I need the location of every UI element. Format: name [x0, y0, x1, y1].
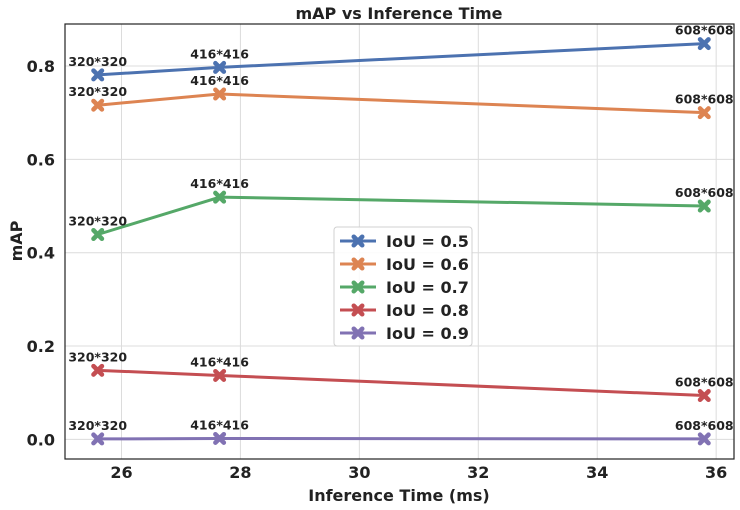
data-point — [697, 199, 711, 213]
data-point — [697, 432, 711, 446]
y-tick-label: 0.2 — [27, 337, 55, 356]
legend-marker — [351, 234, 365, 248]
data-point — [697, 389, 711, 403]
series-line — [97, 368, 705, 398]
point-label: 608*608 — [675, 92, 734, 107]
point-label: 416*416 — [190, 417, 249, 432]
data-point — [91, 363, 105, 377]
point-label: 608*608 — [675, 375, 734, 390]
legend-marker — [351, 303, 365, 317]
data-point — [91, 98, 105, 112]
point-label: 320*320 — [68, 84, 127, 99]
y-axis-label: mAP — [7, 220, 26, 261]
legend-marker — [351, 257, 365, 271]
legend-label: IoU = 0.5 — [386, 232, 469, 251]
point-labels: 320*320 416*416 608*608 320*320 416*416 608*6… — [68, 23, 733, 433]
point-label: 320*320 — [68, 349, 127, 364]
x-tick-label: 30 — [348, 463, 370, 482]
data-point — [91, 432, 105, 446]
legend-marker — [351, 280, 365, 294]
data-point — [91, 227, 105, 241]
x-tick-label: 34 — [586, 463, 608, 482]
data-point — [697, 106, 711, 120]
legend-entry: IoU = 0.5 — [340, 232, 469, 251]
x-tick-label: 32 — [467, 463, 489, 482]
data-point — [213, 368, 227, 382]
point-label: 320*320 — [68, 213, 127, 228]
point-label: 320*320 — [68, 418, 127, 433]
point-label: 608*608 — [675, 185, 734, 200]
legend-entry: IoU = 0.9 — [340, 324, 469, 343]
legend-entry: IoU = 0.8 — [340, 301, 469, 320]
x-tick-label: 36 — [705, 463, 727, 482]
chart-title: mAP vs Inference Time — [296, 4, 503, 23]
legend-label: IoU = 0.9 — [386, 324, 469, 343]
legend-box — [333, 226, 473, 347]
legend-marker — [351, 326, 365, 340]
series-layer — [91, 37, 711, 446]
data-point — [91, 68, 105, 82]
plot-frame — [64, 23, 735, 460]
legend-entry: IoU = 0.6 — [340, 255, 469, 274]
point-label: 416*416 — [190, 354, 249, 369]
legend-label: IoU = 0.7 — [386, 278, 469, 297]
legend: IoU = 0.5 IoU = 0.6 IoU = 0.7 IoU = 0.8 IoU … — [333, 226, 473, 347]
y-tick-label: 0.6 — [27, 150, 55, 169]
data-point — [213, 60, 227, 74]
data-point — [697, 37, 711, 51]
point-label: 608*608 — [675, 418, 734, 433]
data-point — [213, 190, 227, 204]
point-label: 416*416 — [190, 73, 249, 88]
legend-entry: IoU = 0.7 — [340, 278, 469, 297]
point-label: 416*416 — [190, 46, 249, 61]
legend-label: IoU = 0.8 — [386, 301, 469, 320]
data-point — [213, 431, 227, 445]
x-tick-label: 28 — [229, 463, 251, 482]
point-label: 416*416 — [190, 176, 249, 191]
series-line — [97, 42, 705, 77]
series-line — [97, 92, 705, 115]
tick-labels: 26 28 30 32 34 36 0.0 0.2 0.4 0.6 0.8 — [27, 57, 728, 482]
point-label: 608*608 — [675, 23, 734, 38]
legend-label: IoU = 0.6 — [386, 255, 469, 274]
x-axis-label: Inference Time (ms) — [308, 486, 490, 505]
data-point — [213, 87, 227, 101]
y-tick-label: 0.0 — [27, 430, 55, 449]
point-label: 320*320 — [68, 54, 127, 69]
x-tick-label: 26 — [110, 463, 132, 482]
y-tick-label: 0.4 — [27, 244, 55, 263]
y-tick-label: 0.8 — [27, 57, 55, 76]
